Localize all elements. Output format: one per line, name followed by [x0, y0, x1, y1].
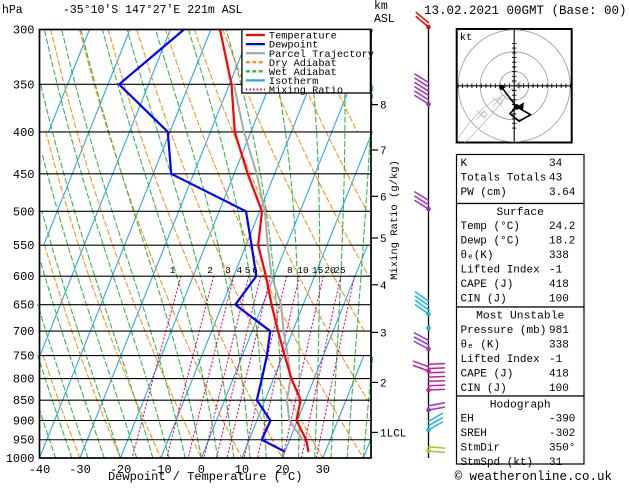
- svg-text:6: 6: [380, 192, 387, 204]
- svg-text:5: 5: [380, 234, 387, 246]
- svg-text:4: 4: [237, 265, 243, 276]
- svg-text:-390: -390: [549, 414, 575, 426]
- svg-text:43: 43: [549, 173, 562, 185]
- svg-text:34: 34: [549, 158, 563, 170]
- svg-text:6: 6: [252, 265, 258, 276]
- svg-text:km: km: [374, 0, 388, 13]
- svg-text:981: 981: [549, 325, 569, 337]
- svg-text:Lifted Index: Lifted Index: [461, 354, 541, 366]
- svg-text:θₑ(K): θₑ(K): [461, 250, 494, 262]
- svg-text:CIN (J): CIN (J): [461, 383, 507, 395]
- svg-text:500: 500: [13, 205, 35, 219]
- svg-text:13.02.2021 00GMT (Base: 00): 13.02.2021 00GMT (Base: 00): [424, 4, 627, 18]
- svg-text:300: 300: [13, 24, 35, 38]
- svg-text:Totals Totals: Totals Totals: [461, 173, 547, 185]
- svg-text:PW (cm): PW (cm): [461, 187, 507, 199]
- svg-text:10: 10: [297, 265, 309, 276]
- svg-text:CIN (J): CIN (J): [461, 294, 507, 306]
- svg-text:1LCL: 1LCL: [380, 428, 406, 440]
- svg-text:2: 2: [380, 378, 387, 390]
- svg-text:Temp (°C): Temp (°C): [461, 221, 520, 233]
- svg-text:Surface: Surface: [496, 207, 544, 219]
- svg-text:SREH: SREH: [461, 428, 487, 440]
- svg-text:CAPE (J): CAPE (J): [461, 369, 514, 381]
- svg-text:Hodograph: Hodograph: [490, 400, 551, 412]
- svg-text:400: 400: [13, 126, 35, 140]
- svg-text:-302: -302: [549, 428, 575, 440]
- svg-text:350°: 350°: [549, 443, 575, 455]
- svg-text:4: 4: [380, 281, 387, 293]
- svg-text:K: K: [461, 158, 468, 170]
- svg-text:-1: -1: [549, 265, 563, 277]
- svg-text:750: 750: [13, 350, 35, 364]
- svg-text:338: 338: [549, 340, 569, 352]
- svg-text:5: 5: [245, 265, 251, 276]
- svg-text:3.64: 3.64: [549, 187, 576, 199]
- svg-text:Dewpoint / Temperature (°C): Dewpoint / Temperature (°C): [108, 470, 302, 484]
- svg-text:650: 650: [13, 299, 35, 313]
- svg-text:25: 25: [334, 265, 346, 276]
- svg-text:Dewp (°C): Dewp (°C): [461, 236, 520, 248]
- svg-text:800: 800: [13, 373, 35, 387]
- svg-text:© weatheronline.co.uk: © weatheronline.co.uk: [455, 470, 613, 484]
- svg-text:-30: -30: [69, 463, 91, 477]
- svg-text:700: 700: [13, 325, 35, 339]
- svg-text:418: 418: [549, 369, 569, 381]
- svg-text:550: 550: [13, 239, 35, 253]
- svg-text:StmDir: StmDir: [461, 443, 501, 455]
- svg-text:StmSpd (kt): StmSpd (kt): [461, 457, 534, 469]
- svg-text:θₑ (K): θₑ (K): [461, 340, 501, 352]
- svg-text:Most Unstable: Most Unstable: [476, 311, 564, 323]
- svg-text:100: 100: [549, 294, 569, 306]
- svg-text:350: 350: [13, 78, 35, 92]
- svg-text:7: 7: [380, 146, 387, 158]
- svg-text:-35°10'S 147°27'E 221m ASL: -35°10'S 147°27'E 221m ASL: [63, 4, 243, 17]
- svg-text:31: 31: [549, 457, 563, 469]
- svg-text:850: 850: [13, 394, 35, 408]
- svg-text:CAPE (J): CAPE (J): [461, 279, 514, 291]
- svg-text:30: 30: [316, 463, 330, 477]
- svg-text:1: 1: [170, 265, 176, 276]
- svg-text:hPa: hPa: [2, 4, 23, 17]
- svg-text:ASL: ASL: [374, 13, 395, 26]
- svg-text:18.2: 18.2: [549, 236, 575, 248]
- svg-text:600: 600: [13, 270, 35, 284]
- svg-text:450: 450: [13, 168, 35, 182]
- svg-text:950: 950: [13, 434, 35, 448]
- svg-text:2: 2: [207, 265, 213, 276]
- svg-text:15: 15: [312, 265, 324, 276]
- svg-text:8: 8: [287, 265, 293, 276]
- svg-text:900: 900: [13, 415, 35, 429]
- svg-text:-40: -40: [29, 463, 51, 477]
- svg-text:kt: kt: [460, 32, 473, 44]
- svg-text:24.2: 24.2: [549, 221, 575, 233]
- svg-text:100: 100: [549, 383, 569, 395]
- svg-text:Lifted Index: Lifted Index: [461, 265, 541, 277]
- svg-text:418: 418: [549, 279, 569, 291]
- svg-text:EH: EH: [461, 414, 474, 426]
- svg-text:-1: -1: [549, 354, 563, 366]
- svg-text:Pressure (mb): Pressure (mb): [461, 325, 547, 337]
- svg-text:Mixing Ratio (g/kg): Mixing Ratio (g/kg): [389, 160, 401, 280]
- svg-text:3: 3: [225, 265, 231, 276]
- svg-text:Mixing Ratio: Mixing Ratio: [269, 85, 343, 97]
- svg-text:3: 3: [380, 328, 387, 340]
- svg-text:338: 338: [549, 250, 569, 262]
- svg-text:8: 8: [380, 101, 387, 113]
